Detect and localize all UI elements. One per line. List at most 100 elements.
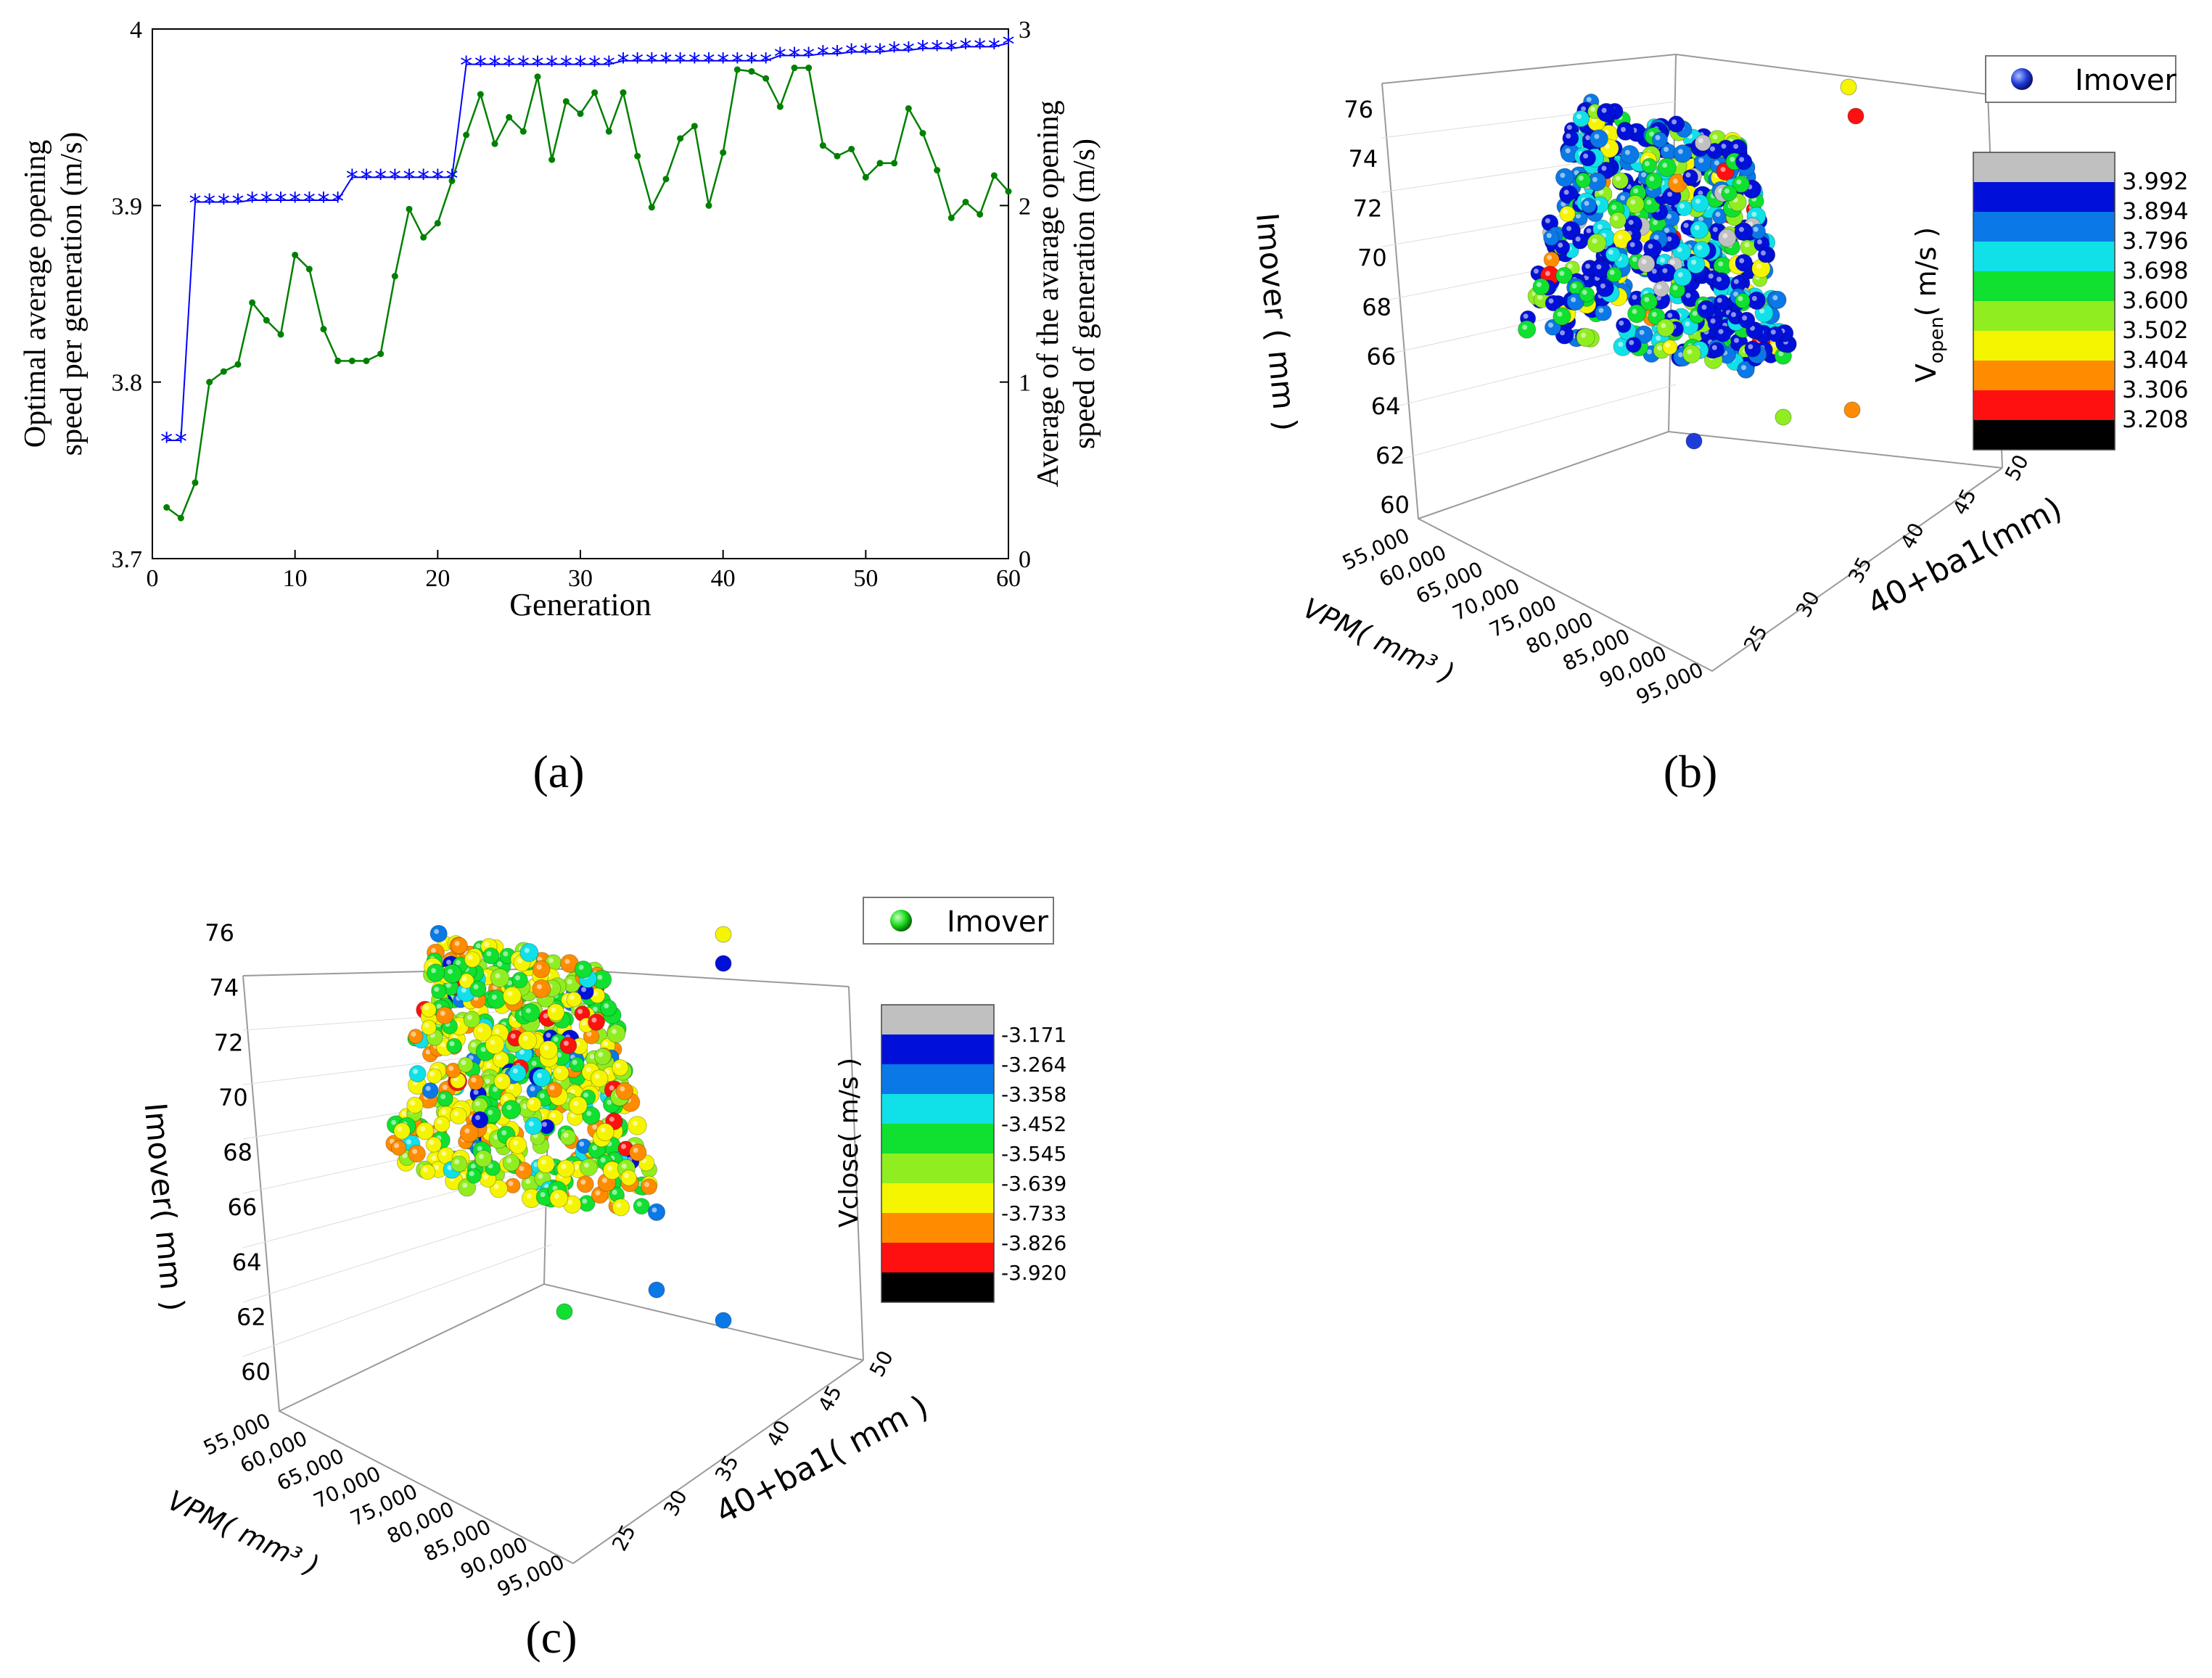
scatter-point xyxy=(1579,287,1595,303)
scatter-point xyxy=(1606,266,1622,283)
scatter-point xyxy=(1616,123,1635,141)
scatter-point-highlight xyxy=(544,1184,550,1190)
scatter-point xyxy=(446,1037,462,1054)
scatter-point-highlight xyxy=(1715,211,1721,217)
colorbar-level-label: 3.796 xyxy=(2122,227,2189,255)
scatter-point xyxy=(1693,241,1711,259)
scatter-point-highlight xyxy=(1545,218,1550,223)
point-average xyxy=(834,152,841,160)
point-optimal: * xyxy=(517,52,530,81)
scatter-point-highlight xyxy=(1695,198,1701,204)
point-optimal: * xyxy=(318,187,330,216)
point-optimal: * xyxy=(660,48,673,77)
scatter-point xyxy=(502,986,522,1005)
scatter-point xyxy=(556,1159,575,1178)
scatter-point xyxy=(458,1178,477,1197)
scatter-point-highlight xyxy=(1733,279,1739,284)
point-optimal: * xyxy=(831,41,844,70)
scatter-point-highlight xyxy=(542,1122,548,1127)
scatter-point xyxy=(451,1155,468,1172)
z-tick-label: 74 xyxy=(210,974,239,1002)
scatter-point-highlight xyxy=(1760,250,1766,256)
scatter-point-highlight xyxy=(1742,315,1748,321)
scatter-point-highlight xyxy=(425,1049,431,1055)
z-tick-label: 76 xyxy=(1344,96,1373,123)
scatter-point-highlight xyxy=(537,1072,543,1078)
right-y-axis-label-line2: speed of generation (m/s) xyxy=(1068,139,1101,449)
scatter-point-highlight xyxy=(577,1008,583,1014)
scatter-point-highlight xyxy=(1714,160,1719,166)
scatter-point xyxy=(1747,291,1767,310)
point-average xyxy=(934,167,941,174)
scatter-point xyxy=(517,1030,538,1050)
point-optimal: * xyxy=(845,39,858,68)
scatter-point-highlight xyxy=(530,1086,535,1092)
point-average xyxy=(534,73,541,81)
colorbar-level-label: 3.306 xyxy=(2122,376,2189,403)
colorbar-swatch xyxy=(1973,390,2115,420)
scatter-point xyxy=(1721,185,1738,202)
point-optimal: * xyxy=(631,48,644,77)
colorbar-swatch xyxy=(881,1094,994,1124)
scatter-point xyxy=(451,937,468,955)
scatter-point-highlight xyxy=(1546,233,1552,239)
colorbar-level-label: -3.826 xyxy=(1001,1231,1066,1255)
scatter-point xyxy=(559,1129,577,1146)
scatter-point-highlight xyxy=(461,976,467,982)
scatter-point-highlight xyxy=(1778,351,1784,357)
point-optimal: * xyxy=(974,33,986,62)
scatter-point-highlight xyxy=(540,1159,546,1165)
scatter-point-highlight xyxy=(603,1041,609,1047)
scatter-point xyxy=(1690,220,1709,239)
scatter-point xyxy=(514,1161,533,1180)
colorbar-swatch xyxy=(1973,152,2115,182)
scatter-point xyxy=(489,1179,509,1198)
scatter-point-highlight xyxy=(536,984,542,990)
scatter-point xyxy=(1744,340,1761,358)
scatter-point-highlight xyxy=(1664,227,1670,233)
scatter-point-highlight xyxy=(1734,337,1740,343)
scatter-point-highlight xyxy=(612,1189,617,1195)
scatter-point xyxy=(1685,432,1703,450)
scatter-point-highlight xyxy=(503,1095,509,1101)
scatter-point-highlight xyxy=(1619,320,1624,326)
scatter-point xyxy=(408,1144,426,1163)
legend-b: Imover xyxy=(1985,55,2177,103)
scatter-point-highlight xyxy=(485,1078,490,1084)
scatter-point-highlight xyxy=(1574,170,1579,176)
colorbar-level-label: -3.452 xyxy=(1001,1112,1066,1136)
x-tick-label: 30 xyxy=(568,565,593,592)
scatter-point xyxy=(1840,78,1857,96)
scatter-point-highlight xyxy=(473,1090,479,1095)
scatter-point-highlight xyxy=(401,1111,407,1116)
scatter-point xyxy=(1645,172,1663,190)
scatter-point-highlight xyxy=(519,1049,525,1055)
point-average xyxy=(720,149,727,156)
scatter-point xyxy=(628,1143,647,1161)
point-average xyxy=(234,361,242,368)
scatter-point xyxy=(408,1029,424,1045)
scatter-point-highlight xyxy=(607,1099,612,1105)
scatter-point xyxy=(1637,255,1656,273)
scatter-point-highlight xyxy=(1598,189,1604,195)
grid-line xyxy=(1381,101,1677,139)
scatter-point-highlight xyxy=(1547,322,1553,328)
grid-line xyxy=(242,1165,552,1249)
scatter-point-highlight xyxy=(1600,283,1605,289)
point-optimal: * xyxy=(945,36,958,65)
scatter-point xyxy=(1676,200,1693,217)
scatter-point-highlight xyxy=(621,1163,627,1169)
scatter-point-highlight xyxy=(556,1068,562,1074)
scatter-point xyxy=(482,947,500,965)
scatter-point-highlight xyxy=(1738,226,1744,232)
scatter-point-highlight xyxy=(413,1069,419,1074)
scatter-point-highlight xyxy=(1710,318,1716,324)
point-average xyxy=(320,326,327,333)
z-tick-label: 60 xyxy=(1380,491,1410,519)
scatter-point-highlight xyxy=(1608,250,1613,255)
scatter-point xyxy=(1672,242,1692,262)
point-average xyxy=(434,220,441,227)
scatter-point-highlight xyxy=(1571,283,1577,289)
scatter-point-highlight xyxy=(446,959,452,965)
